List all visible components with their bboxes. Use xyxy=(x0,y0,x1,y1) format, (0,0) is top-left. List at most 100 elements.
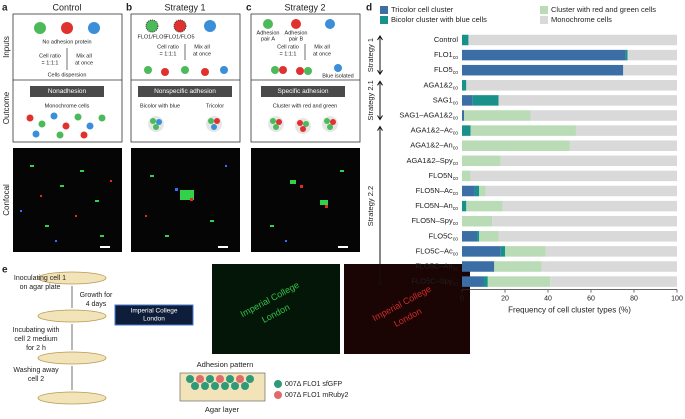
plate-image-green xyxy=(212,264,340,354)
step-text: cell 2 xyxy=(28,376,44,383)
bar-segment xyxy=(625,49,628,61)
category-name: SAG1 xyxy=(433,95,453,104)
y-tick-label: Control xyxy=(434,35,459,44)
plate-image-red xyxy=(344,264,470,354)
category-subscript: co xyxy=(453,86,459,92)
y-tick-label: AGA1&2–Anco xyxy=(410,141,458,152)
bar-segment xyxy=(477,231,480,242)
y-tick-label: FLO5Cco xyxy=(429,231,459,242)
label: Cell ratio xyxy=(39,53,61,59)
category-name: AGA1&2–Ac xyxy=(411,126,453,135)
bar-segment xyxy=(462,185,475,197)
bar-segment xyxy=(627,49,677,61)
step-text: Incubating with xyxy=(13,327,60,334)
category-subscript: co xyxy=(453,176,459,182)
category-subscript: co xyxy=(453,237,459,243)
label: = 1:1:1 xyxy=(160,51,177,57)
label: Cells dispersion xyxy=(48,72,87,78)
category-name: FLO5 xyxy=(434,65,453,74)
step-text: Growth for xyxy=(80,292,113,299)
label: Nonadhesion xyxy=(48,88,87,95)
category-subscript: co xyxy=(453,101,459,107)
label: FLO1/FLO5 xyxy=(137,34,166,40)
step-text: cell 2 medium xyxy=(14,336,57,343)
category-subscript: co xyxy=(453,161,459,167)
label: pair B xyxy=(289,36,304,42)
step-text: Washing away xyxy=(13,367,59,374)
category-subscript: co xyxy=(453,191,459,197)
x-axis-label: Frequency of cell cluster types (%) xyxy=(508,306,631,315)
bar-segment xyxy=(479,185,486,197)
label: at once xyxy=(75,60,93,66)
legend-text: Cluster with red and green cells xyxy=(551,5,656,14)
panel-box xyxy=(12,13,123,143)
label: = 1:1:1 xyxy=(280,51,297,57)
label: FLO1/FLO5 xyxy=(165,34,194,40)
category-name: SAG1–AGA1&2 xyxy=(399,110,452,119)
step-text: for 2 h xyxy=(26,345,46,352)
legend-text: Tricolor cell cluster xyxy=(391,5,454,14)
label: Adhesion pattern xyxy=(197,360,254,369)
category-subscript: co xyxy=(453,206,459,212)
y-tick-label: AGA1&2–Spyco xyxy=(406,156,458,167)
bar-segment xyxy=(487,276,551,287)
bar-segment xyxy=(485,185,677,197)
y-tick-label: FLO5Nco xyxy=(429,171,459,182)
y-tick-label: FLO5C–Spyco xyxy=(411,277,458,288)
y-tick-label: AGA1&2co xyxy=(424,80,459,91)
label: = 1:1:1 xyxy=(42,60,59,66)
y-tick-label: FLO5C–Anco xyxy=(415,261,458,272)
bar-segment xyxy=(474,185,480,197)
pattern-box xyxy=(114,304,194,326)
legend-swatch xyxy=(274,391,282,399)
x-tick-label: 40 xyxy=(544,295,552,302)
category-name: FLO5C xyxy=(429,231,454,240)
bar-segment xyxy=(492,215,677,227)
bar-segment xyxy=(462,155,501,167)
category-subscript: co xyxy=(453,131,459,137)
tag xyxy=(30,86,104,97)
bar-segment xyxy=(498,231,677,242)
y-tick-label: FLO5N–Anco xyxy=(415,201,458,212)
row-label: Confocal xyxy=(2,184,11,216)
y-tick-label: FLO5co xyxy=(434,65,458,76)
y-tick-label: AGA1&2–Acco xyxy=(411,126,459,137)
x-tick-label: 20 xyxy=(501,295,509,302)
bar-segment xyxy=(466,80,677,91)
bar-segment xyxy=(464,110,531,121)
category-subscript: co xyxy=(453,116,459,122)
bar-segment xyxy=(483,276,488,287)
label: Bicolor with blue xyxy=(140,103,180,109)
bar-segment xyxy=(550,276,677,287)
category-name: FLO5C–Ac xyxy=(416,246,453,255)
label: pair A xyxy=(261,36,275,42)
bar-segment xyxy=(462,215,493,227)
bar-segment xyxy=(530,110,677,121)
box-text: Imperial College xyxy=(131,308,178,315)
cells xyxy=(145,19,216,33)
bar-segment xyxy=(462,80,467,91)
category-name: FLO5C–Spy xyxy=(411,277,453,286)
tag xyxy=(261,86,345,97)
bar-segment xyxy=(462,276,484,287)
category-subscript: co xyxy=(453,55,459,61)
panel-title: Control xyxy=(52,2,81,12)
label: Monochrome cells xyxy=(45,103,90,109)
panel-box xyxy=(130,13,241,143)
legend-swatch xyxy=(540,16,548,24)
y-tick-label: FLO5N–Acco xyxy=(416,186,459,197)
bar-segment xyxy=(462,49,626,61)
step-text: on agar plate xyxy=(20,284,61,291)
category-name: AGA1&2 xyxy=(424,80,453,89)
row-label: Outcome xyxy=(2,91,11,124)
panel-box xyxy=(250,13,361,143)
panel-label: c xyxy=(246,3,252,14)
panel-label: e xyxy=(2,265,8,276)
legend-swatch xyxy=(540,6,548,14)
bar-segment xyxy=(462,64,624,76)
tag xyxy=(138,86,232,97)
category-name: FLO5N–An xyxy=(415,201,453,210)
category-subscript: co xyxy=(453,222,459,228)
bar-segment xyxy=(500,246,505,257)
